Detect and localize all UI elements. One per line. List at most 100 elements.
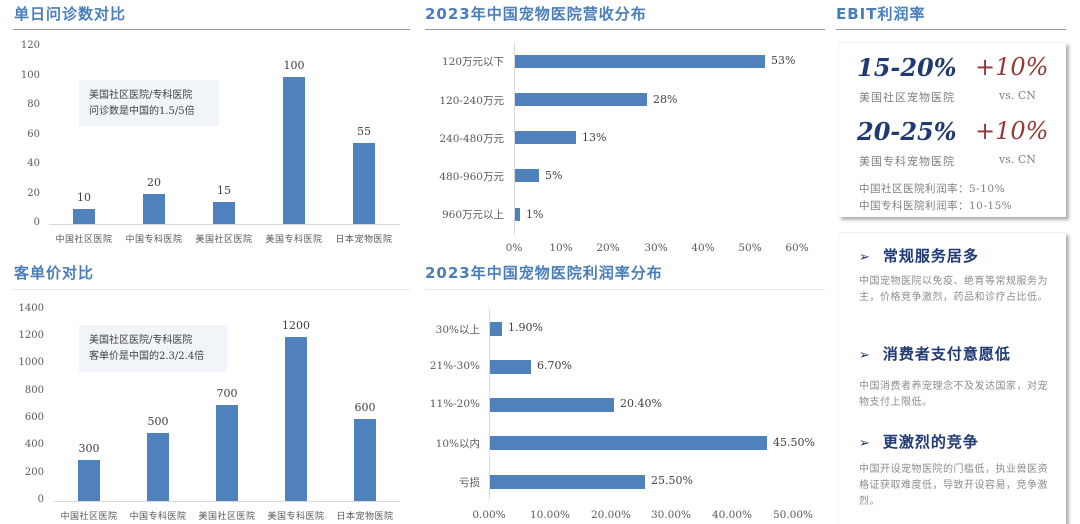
bar-value-label: 15 [217,184,231,197]
y-tick: 1400 [18,303,44,314]
x-tick: 50.00% [772,509,814,521]
chart-title: 单日问诊数对比 [14,5,127,23]
bar-value-label: 5% [545,169,563,182]
point-heading: ➢ 更激烈的竞争 [859,431,979,452]
x-tick: 10% [549,242,573,254]
x-tick: 美国专科医院 [265,235,323,245]
x-tick: 日本宠物医院 [335,235,393,245]
bar [490,398,614,412]
bar [143,194,165,224]
x-tick: 美国专科医院 [267,512,325,522]
bar [216,405,238,501]
x-tick: 中国专科医院 [125,235,183,245]
point-body: 中国宠物医院以免疫、绝育等常规服务为主，价格竞争激烈，药品和诊疗占比低。 [859,276,1048,303]
vs-cn-label: vs. CN [999,89,1036,102]
y-axis-line [514,42,515,235]
x-axis-line [54,501,400,502]
cn-specialty-ebit: 中国专科医院利润率：10-15% [859,200,1013,212]
bar-value-label: 1.90% [508,321,543,334]
y-category: 30%以上 [435,324,480,336]
title-divider [13,29,410,30]
title-divider [13,289,410,290]
x-tick: 10.00% [529,509,571,521]
x-tick: 50% [738,242,762,254]
x-tick: 60% [785,242,809,254]
annotation-box: 美国社区医院/专科医院 问诊数是中国的1.5/5倍 [79,80,219,126]
x-tick: 中国社区医院 [60,512,118,522]
bar-value-label: 6.70% [537,359,572,372]
bar [73,209,95,224]
us-specialty-ebit-value: 20-25% [857,117,957,146]
y-tick: 80 [27,99,40,110]
x-tick: 0% [505,242,523,254]
vs-cn-label: vs. CN [999,153,1036,166]
bar-value-label: 10 [77,191,91,204]
bar-value-label: 13% [582,131,607,144]
y-tick: 0 [33,217,40,228]
bar-value-label: 1200 [282,319,310,332]
bar [490,360,531,374]
x-tick: 美国社区医院 [198,512,256,522]
bar-value-label: 600 [354,401,376,414]
y-category: 120万元以下 [441,56,504,68]
y-tick: 600 [24,412,44,423]
y-category: 120-240万元 [439,95,504,107]
bar-value-label: 20.40% [620,397,662,410]
us-community-ebit-value: 15-20% [857,53,957,82]
annotation-line: 问诊数是中国的1.5/5倍 [89,106,195,117]
x-tick: 美国社区医院 [195,235,253,245]
bar [78,460,100,501]
point-heading: ➢ 消费者支付意愿低 [859,343,1011,364]
x-tick: 0.00% [472,509,506,521]
y-tick: 1200 [18,330,44,341]
arrow-bullet-icon: ➢ [859,348,871,363]
y-axis-line [489,309,490,499]
title-divider [425,289,825,290]
x-tick: 20.00% [590,509,632,521]
y-tick: 0 [37,494,44,505]
annotation-line: 美国社区医院/专科医院 [89,90,193,101]
point-body: 中国开设宠物医院的门槛低，执业兽医资格证获取难度低，导致开设容易，竞争激烈。 [859,464,1048,507]
y-tick: 40 [27,158,40,169]
annotation-line: 客单价是中国的2.3/2.4倍 [89,351,205,362]
chart-title: 2023年中国宠物医院利润率分布 [425,264,663,282]
arrow-bullet-icon: ➢ [859,436,871,451]
bar-value-label: 500 [147,415,169,428]
y-category: 21%-30% [429,360,480,372]
x-tick: 30% [644,242,668,254]
panel-title: EBIT利润率 [836,5,926,23]
bar-value-label: 53% [771,54,796,67]
point-heading-text: 更激烈的竞争 [882,433,979,451]
annotation-line: 美国社区医院/专科医院 [89,335,193,346]
bar [490,475,645,489]
x-tick: 中国专科医院 [129,512,187,522]
bar [354,419,376,501]
us-specialty-ebit-delta: +10% [975,117,1049,145]
bar [285,337,307,501]
y-tick: 800 [24,385,44,396]
bar [283,77,305,224]
title-divider [836,29,1066,30]
key-points-card: ➢ 常规服务居多 中国宠物医院以免疫、绝育等常规服务为主，价格竞争激烈，药品和诊疗… [838,232,1066,524]
us-community-ebit-delta: +10% [975,53,1049,81]
bar [147,433,169,501]
y-tick: 1000 [18,357,44,368]
y-tick: 100 [20,70,40,81]
x-tick: 40.00% [711,509,753,521]
bar-value-label: 25.50% [651,474,693,487]
chart-title: 2023年中国宠物医院营收分布 [425,5,647,23]
us-specialty-label: 美国专科宠物医院 [859,155,955,168]
x-axis-line [49,224,400,225]
bar-value-label: 1% [526,208,544,221]
x-tick: 日本宠物医院 [336,512,394,522]
bar-value-label: 45.50% [773,436,815,449]
bar-value-label: 300 [78,442,100,455]
bar [515,93,647,106]
bar [213,202,235,224]
ebit-card: 15-20% +10% 美国社区宠物医院 vs. CN 20-25% +10% … [838,42,1066,217]
y-tick: 60 [27,129,40,140]
y-category: 480-960万元 [439,171,504,183]
point-body: 中国消费者养宠理念不及发达国家，对宠物支付上限低。 [859,381,1048,408]
bar [515,208,520,221]
bar [490,322,502,336]
